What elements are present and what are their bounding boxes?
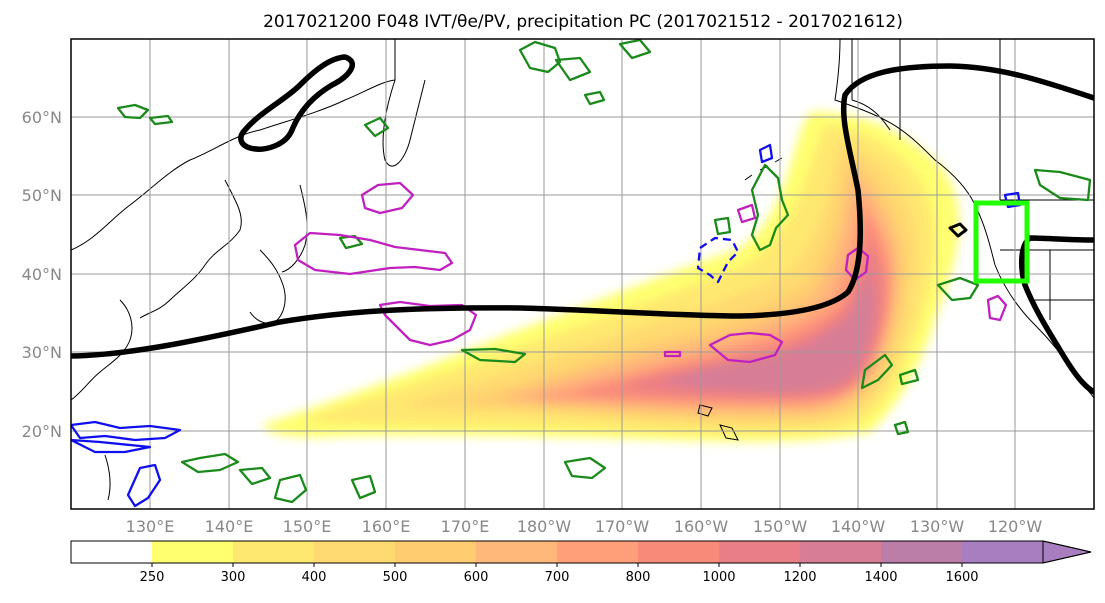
colorbar-swatch xyxy=(395,541,476,563)
lon-label: 180°W xyxy=(517,517,572,536)
map-title: 2017021200 F048 IVT/θe/PV, precipitation… xyxy=(263,12,903,32)
colorbar-outline xyxy=(70,540,1092,564)
lon-label: 130°E xyxy=(126,517,175,536)
colorbar: 250 300 400 500 600 700 800 1000 1200 1400 1600 xyxy=(70,540,1092,585)
lat-label: 40°N xyxy=(22,265,62,284)
colorbar-label: 800 xyxy=(626,570,651,585)
colorbar-label: 700 xyxy=(545,570,570,585)
ivt-shading xyxy=(262,111,960,442)
colorbar-swatch xyxy=(719,541,800,563)
magenta-contours xyxy=(293,181,1008,364)
colorbar-label: 500 xyxy=(383,570,408,585)
colorbar-label: 1000 xyxy=(702,570,735,585)
colorbar-swatch xyxy=(314,541,395,563)
colorbar-swatch xyxy=(800,541,881,563)
colorbar-label: 250 xyxy=(140,570,165,585)
colorbar-extend-arrow xyxy=(1042,540,1092,564)
colorbar-swatch xyxy=(233,541,314,563)
lon-label: 160°W xyxy=(674,517,729,536)
lon-label: 140°E xyxy=(205,517,254,536)
lon-label: 150°W xyxy=(753,517,808,536)
colorbar-swatch xyxy=(71,541,152,563)
gridlines xyxy=(71,39,1094,509)
ivt-level-1200 xyxy=(665,268,875,392)
lat-label: 60°N xyxy=(22,108,62,127)
lon-label: 170°W xyxy=(595,517,650,536)
lon-label: 170°E xyxy=(441,517,490,536)
colorbar-swatch xyxy=(152,541,233,563)
lon-label: 130°W xyxy=(910,517,965,536)
colorbar-label: 1400 xyxy=(864,570,897,585)
colorbar-label: 1200 xyxy=(783,570,816,585)
map-panel xyxy=(70,38,1095,510)
target-region-box xyxy=(973,200,1030,284)
colorbar-label: 600 xyxy=(464,570,489,585)
theta-e-contours xyxy=(116,39,1092,504)
latitude-labels: 60°N 50°N 40°N 30°N 20°N xyxy=(22,108,62,441)
lon-label: 150°E xyxy=(283,517,332,536)
colorbar-swatch xyxy=(476,541,557,563)
lat-label: 30°N xyxy=(22,343,62,362)
colorbar-label: 400 xyxy=(302,570,327,585)
colorbar-swatch xyxy=(962,541,1043,563)
colorbar-swatch xyxy=(881,541,962,563)
colorbar-label: 1600 xyxy=(945,570,978,585)
lat-label: 20°N xyxy=(22,422,62,441)
pv-contours xyxy=(71,54,1094,395)
lon-label: 120°W xyxy=(988,517,1043,536)
lon-label: 160°E xyxy=(362,517,411,536)
lat-label: 50°N xyxy=(22,186,62,205)
lon-label: 140°W xyxy=(831,517,886,536)
longitude-labels: 130°E 140°E 150°E 160°E 170°E 180°W 170°… xyxy=(126,517,1043,536)
colorbar-label: 300 xyxy=(221,570,246,585)
colorbar-swatch xyxy=(557,541,638,563)
colorbar-swatch xyxy=(638,541,719,563)
map-frame xyxy=(70,38,1095,510)
